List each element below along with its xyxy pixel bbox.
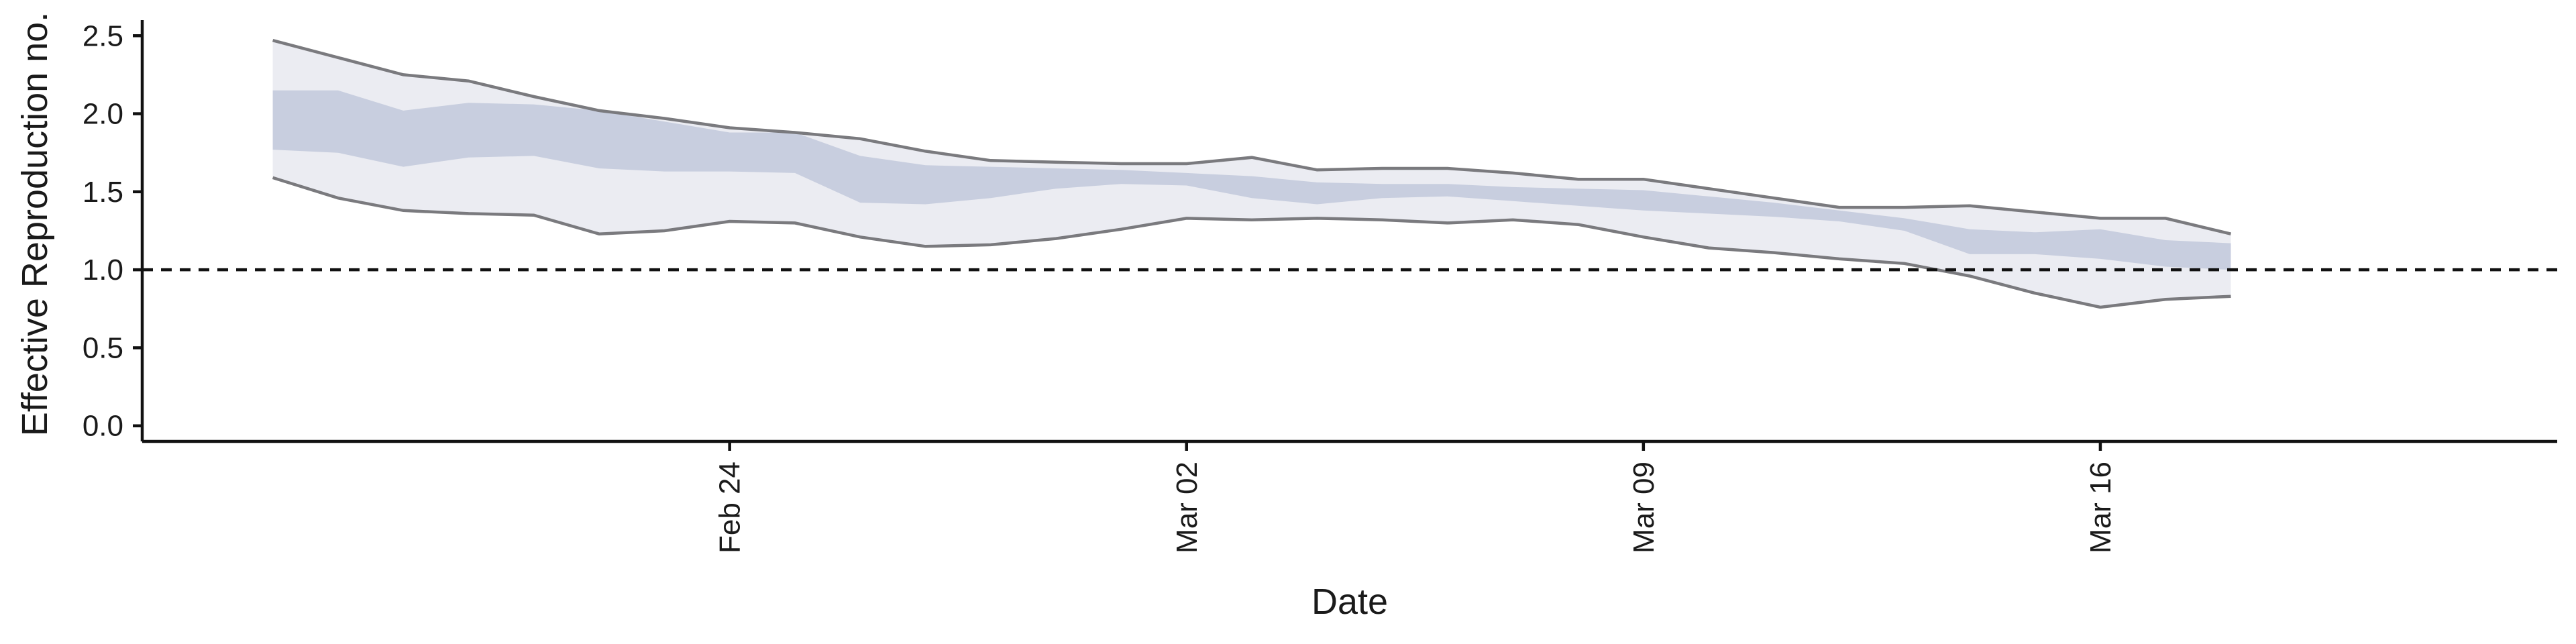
x-tick-label: Mar 09 bbox=[1627, 462, 1660, 553]
interval-bound-lines bbox=[272, 39, 2232, 309]
y-tick-label: 1.5 bbox=[83, 176, 123, 209]
x-tick-label: Mar 16 bbox=[2084, 462, 2117, 553]
x-ticks: Feb 24 Mar 02 Mar 09 Mar 16 bbox=[714, 441, 2117, 553]
plot-area bbox=[142, 39, 2557, 309]
outer-interval-band bbox=[272, 40, 2231, 307]
y-tick-label: 2.5 bbox=[83, 19, 123, 52]
y-axis-title: Effective Reproduction no. bbox=[15, 12, 55, 436]
y-tick-label: 2.0 bbox=[83, 98, 123, 131]
x-tick-label: Mar 02 bbox=[1171, 462, 1203, 553]
y-axis: 0.0 0.5 1.0 1.5 2.0 2.5 bbox=[83, 19, 144, 443]
x-axis-title: Date bbox=[1311, 582, 1388, 622]
x-axis: Feb 24 Mar 02 Mar 09 Mar 16 bbox=[142, 439, 2557, 553]
y-tick-label: 0.0 bbox=[83, 410, 123, 443]
upper-bound-line bbox=[272, 39, 2232, 235]
lower-bound-line bbox=[272, 176, 2231, 309]
y-tick-label: 1.0 bbox=[83, 254, 123, 286]
inner-interval-band bbox=[272, 90, 2231, 270]
confidence-bands bbox=[272, 40, 2231, 307]
x-tick-label: Feb 24 bbox=[714, 462, 747, 553]
y-tick-label: 0.5 bbox=[83, 331, 123, 364]
y-ticks: 0.0 0.5 1.0 1.5 2.0 2.5 bbox=[83, 19, 142, 443]
